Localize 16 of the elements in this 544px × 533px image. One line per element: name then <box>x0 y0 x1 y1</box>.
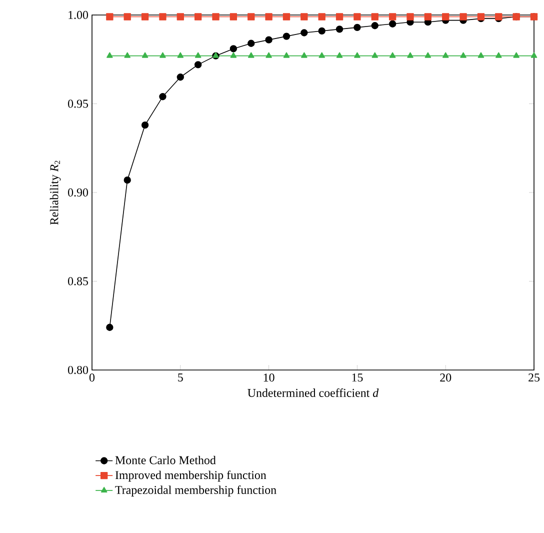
y-tick-label: 1.00 <box>68 10 88 20</box>
legend-label: Trapezoidal membership function <box>115 485 276 496</box>
x-tick-label: 5 <box>178 374 183 382</box>
x-tick-label: 20 <box>440 374 452 382</box>
x-axis-title: Undetermined coefficient d <box>248 388 379 397</box>
y-tick-label: 0.85 <box>68 277 88 286</box>
x-tick-label: 25 <box>528 374 540 382</box>
legend-label: Improved membership function <box>115 470 266 482</box>
y-tick-label: 0.95 <box>68 100 88 108</box>
x-tick-label: 0 <box>89 374 95 382</box>
y-axis-title: Reliability R$_{2}$ <box>50 160 61 225</box>
y-tick-label: 0.90 <box>68 188 88 197</box>
y-tick-label: 0.80 <box>68 366 88 374</box>
x-tick-label: 15 <box>352 374 363 382</box>
x-tick-label: 10 <box>264 374 274 382</box>
legend-label: Monte Carlo Method <box>115 456 216 464</box>
